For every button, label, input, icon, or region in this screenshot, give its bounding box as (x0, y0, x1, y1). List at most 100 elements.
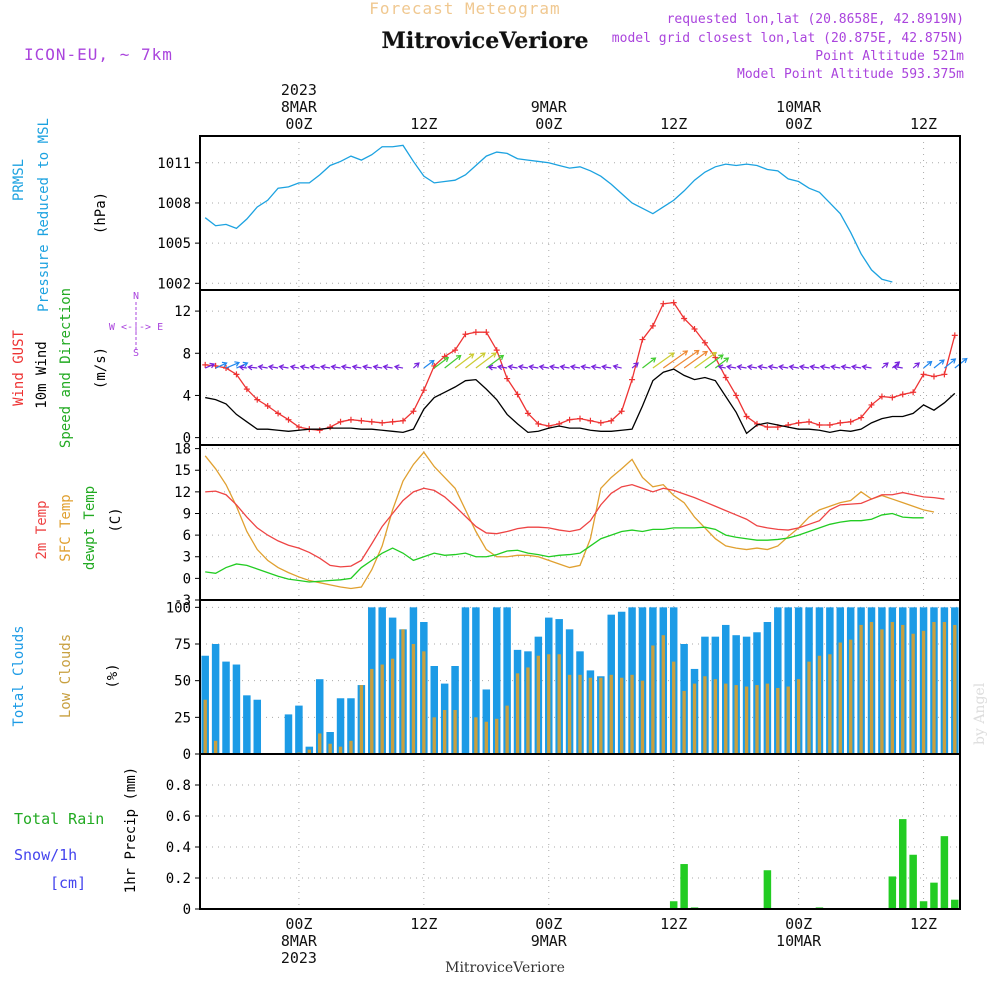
y-tick-label: 0 (183, 747, 191, 763)
gust-marker (618, 408, 625, 415)
wind-arrow (278, 364, 289, 371)
plot-layers (200, 144, 968, 910)
wind-arrow (559, 364, 570, 371)
wind-arrow (861, 364, 872, 371)
gust-marker (504, 375, 511, 382)
product-title: Forecast Meteogram (369, 0, 560, 18)
wind-arrow (662, 350, 689, 369)
closest-coords: model grid closest lon,lat (20.875E, 42.… (612, 31, 964, 46)
total-cloud-bar (472, 607, 480, 754)
y-tick-label: 3 (183, 550, 191, 566)
total-cloud-bar (638, 607, 647, 754)
wind-arrow (767, 364, 778, 371)
total-cloud-bar (430, 666, 438, 754)
wind-arrow (528, 364, 539, 371)
model-point-altitude: Model Point Altitude 593.375m (737, 67, 964, 82)
low-cloud-bar (890, 622, 894, 754)
total-clouds-label: Total Clouds (11, 625, 27, 726)
gust-marker (264, 402, 271, 409)
wind-arrow (485, 354, 505, 369)
wind-arrow (487, 364, 497, 371)
wind-arrow (726, 364, 737, 371)
low-cloud-bar (442, 710, 447, 754)
wind-arrow (538, 364, 549, 371)
gust-marker (660, 300, 667, 307)
t2m-label: 2m Temp (34, 500, 50, 559)
panel-frame-rain (199, 753, 961, 910)
total-cloud-bar (284, 714, 293, 754)
gust-marker (410, 408, 417, 415)
snow-legend: Snow/1h (14, 846, 77, 864)
wind-arrow (475, 352, 497, 369)
low-cloud-bar (599, 677, 603, 754)
pressure-label-short: PRMSL (11, 159, 27, 201)
time-label-bottom: 00Z (535, 915, 562, 933)
gust-marker (493, 347, 500, 354)
rain-legend: Total Rain (14, 810, 104, 828)
low-cloud-bar (921, 630, 926, 754)
precip-unit: 1hr Precip (mm) (123, 767, 139, 893)
low-cloud-bar (484, 721, 488, 754)
gust-marker (858, 414, 865, 421)
low-cloud-bar (869, 622, 874, 754)
wind-arrow (299, 364, 310, 371)
y-tick-label: 0 (183, 902, 191, 918)
y-tick-label: 1002 (157, 276, 191, 292)
wind-arrow (830, 364, 841, 371)
gust-marker (733, 392, 740, 399)
gust-marker (639, 336, 646, 343)
total-cloud-bar (243, 695, 251, 754)
low-cloud-bar (536, 655, 541, 754)
time-label-bottom: 12Z (910, 915, 937, 933)
gust-marker (243, 386, 250, 393)
low-cloud-bar (588, 677, 593, 754)
low-cloud-bar (817, 655, 822, 754)
cloud-panel (200, 607, 960, 755)
t2m-line (205, 483, 945, 568)
cloud-unit: (%) (105, 663, 121, 688)
low-cloud-bar (453, 710, 457, 754)
low-cloud-bar (505, 705, 509, 754)
total-cloud-bar (492, 607, 501, 754)
wind-arrow (465, 352, 486, 369)
gust-marker (472, 329, 479, 336)
gust-marker (389, 418, 396, 425)
y-tick-label: 1008 (157, 196, 191, 212)
low-cloud-bar (703, 676, 707, 754)
wind-arrow (309, 364, 320, 371)
sfc-temp-line (204, 451, 935, 590)
wind-arrow (569, 364, 581, 371)
wind-arrow (204, 362, 216, 369)
low-cloud-bar (432, 717, 436, 754)
gust-marker (826, 421, 833, 428)
low-cloud-bar (828, 654, 832, 754)
low-clouds-label: Low Clouds (58, 634, 74, 718)
compass-north: N (133, 291, 139, 302)
time-label-bottom: 10MAR (776, 932, 822, 950)
low-cloud-bar (661, 635, 665, 754)
panel-labels: PRMSL Pressure Reduced to MSL (hPa) Wind GU… (11, 118, 163, 893)
wind-line (205, 368, 956, 435)
wind-arrow (362, 364, 372, 371)
y-tick-label: 0 (183, 431, 191, 447)
wind-direction-label: Speed and Direction (58, 288, 74, 448)
rain-bar (680, 864, 688, 909)
low-cloud-bar (786, 686, 790, 754)
wind-unit: (m/s) (93, 347, 109, 389)
time-label-bottom: 12Z (660, 915, 687, 933)
low-cloud-bar (515, 673, 520, 754)
gust-marker (649, 322, 656, 329)
rain-bar (930, 882, 938, 909)
gust-marker (535, 420, 542, 427)
low-cloud-bar (630, 674, 634, 754)
wind-arrow (601, 364, 612, 371)
time-label-top: 00Z (535, 115, 562, 133)
low-cloud-bar (672, 661, 676, 754)
pressure-label-long: Pressure Reduced to MSL (36, 118, 52, 312)
low-cloud-bar (849, 639, 853, 754)
wind-arrow (881, 362, 889, 369)
time-label-bottom: 12Z (410, 915, 437, 933)
y-tick-label: 8 (183, 346, 191, 362)
wind-arrow (809, 364, 820, 371)
compass-south: S (133, 348, 139, 359)
